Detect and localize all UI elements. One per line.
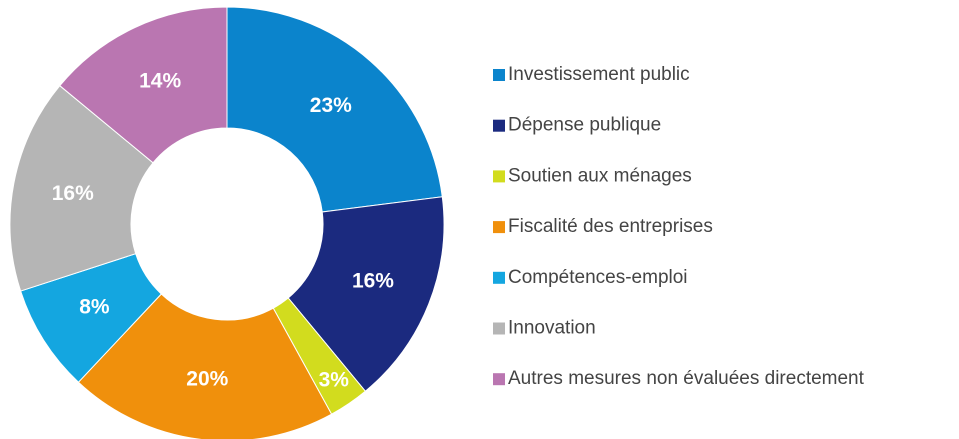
legend-label: Innovation	[508, 318, 596, 339]
donut-slice	[9, 84, 154, 292]
legend-swatch	[493, 221, 505, 234]
legend-swatch	[493, 322, 505, 335]
data-label: 16%	[352, 269, 394, 292]
donut-slice	[77, 293, 333, 439]
data-label: 16%	[52, 182, 94, 205]
legend-swatch	[493, 170, 505, 183]
legend-label: Investissement public	[508, 64, 690, 85]
donut-slice	[59, 6, 228, 164]
legend-label: Dépense publique	[508, 115, 661, 136]
legend-label: Soutien aux ménages	[508, 165, 692, 186]
legend-label: Fiscalité des entreprises	[508, 216, 713, 237]
legend-swatch	[493, 69, 505, 81]
legend-swatch	[493, 119, 505, 132]
legend-swatch	[493, 373, 505, 386]
data-label: 23%	[310, 94, 352, 117]
donut-slice	[287, 196, 445, 392]
data-label: 8%	[79, 296, 110, 319]
donut-slice	[226, 6, 443, 213]
data-label: 3%	[319, 369, 350, 392]
legend-label: Autres mesures non évaluées directement	[508, 368, 865, 389]
data-label: 20%	[186, 367, 228, 390]
legend-label: Compétences-emploi	[508, 267, 688, 288]
data-label: 14%	[139, 69, 181, 92]
legend-swatch	[493, 271, 505, 284]
